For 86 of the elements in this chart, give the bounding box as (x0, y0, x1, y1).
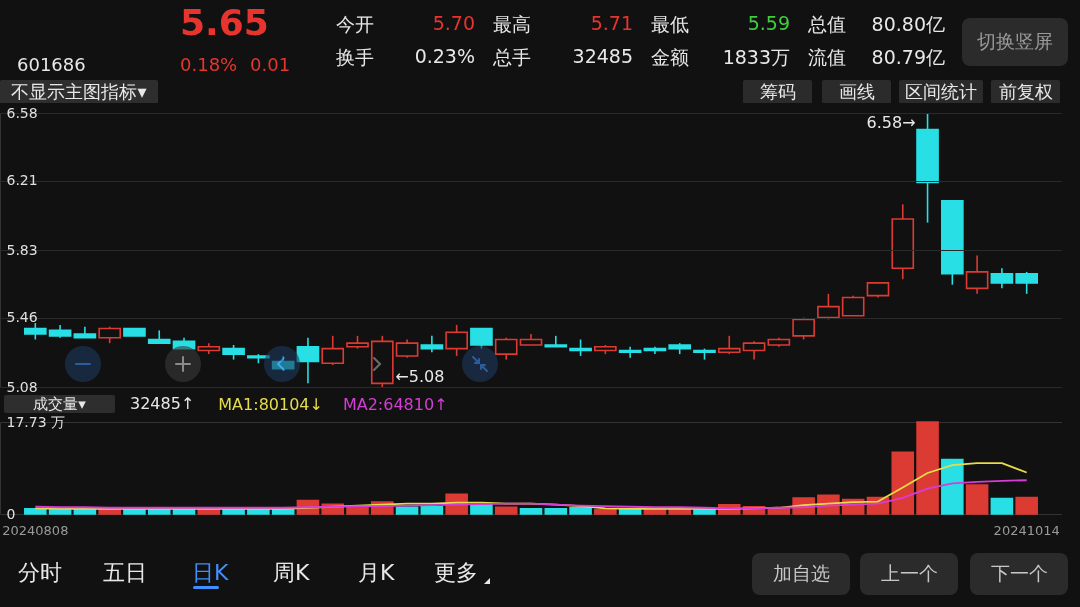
text: 最高 (493, 12, 531, 37)
text: MA1:80104↓ (218, 394, 323, 414)
bar (24, 508, 47, 515)
text: 不显示主图指标▾ (0, 80, 158, 104)
candlestick (841, 294, 865, 317)
text: 80.79亿 (871, 45, 945, 70)
text: 上一个 (860, 553, 958, 595)
y-tick-label: 6.21 (6, 172, 38, 189)
text: 日K (192, 559, 229, 587)
text: 32485↑ (130, 394, 195, 413)
y-tick-label: 5.83 (6, 241, 38, 258)
bar (395, 506, 419, 515)
text: MA2:64810↑ (342, 394, 448, 414)
text: 5.65 (180, 2, 269, 43)
text: 成交量▾ (4, 394, 115, 413)
text: 0.18% (180, 54, 238, 75)
candlestick (1015, 271, 1039, 295)
text: 更多 (434, 559, 478, 587)
text: 分时 (18, 559, 62, 587)
text: 80.80亿 (871, 12, 945, 37)
bar (693, 509, 716, 515)
text: 5.71 (590, 12, 633, 34)
x-tick-label: 20241014 (993, 522, 1060, 538)
candlestick (494, 336, 518, 361)
text: 换手 (336, 45, 374, 70)
y-tick-label: 5.46 (6, 309, 38, 326)
text: 下一个 (970, 553, 1068, 595)
candlestick (965, 254, 989, 295)
candlestick (147, 329, 171, 344)
candlestick (470, 327, 493, 350)
bar (544, 508, 568, 515)
bar (891, 451, 915, 515)
text: 筹码 (743, 80, 812, 104)
bar (271, 509, 295, 515)
text: 32485 (572, 45, 633, 67)
text: 月K (358, 559, 395, 587)
bar (941, 458, 964, 515)
annotation: 6.58→ (866, 113, 916, 132)
bar (420, 505, 444, 515)
text: 5.70 (432, 12, 475, 34)
bar (569, 507, 592, 515)
bar (494, 506, 518, 515)
x-tick-label: 20240808 (2, 522, 69, 538)
text: 1833万 (722, 45, 790, 70)
candlestick (296, 336, 320, 385)
text: 最低 (651, 12, 689, 37)
candlestick (395, 338, 419, 359)
bar (668, 509, 691, 515)
text: 总手 (493, 45, 531, 70)
y-tick-label: 5.08 (6, 378, 38, 395)
candlestick (990, 267, 1014, 290)
text: 区间统计 (899, 80, 983, 104)
bar (990, 497, 1014, 515)
text: 周K (273, 559, 310, 587)
bar (916, 421, 939, 515)
text: 0.01 (250, 54, 291, 75)
text: 切换竖屏 (962, 18, 1068, 66)
candlestick (717, 335, 741, 355)
text: 0.23% (414, 45, 475, 67)
text: 画线 (822, 80, 891, 104)
y-tick-label: 0 (6, 505, 16, 522)
text: 流值 (808, 45, 846, 70)
y-tick-label: 17.73 万 (6, 413, 66, 430)
bar (594, 509, 617, 515)
text: 金额 (651, 45, 689, 70)
bar (222, 509, 245, 515)
text: 加自选 (752, 553, 850, 595)
text: 总值 (808, 12, 846, 37)
bar (519, 508, 543, 515)
line-series (34, 479, 1028, 510)
annotation: ←5.08 (395, 367, 445, 386)
text: 今开 (336, 12, 374, 37)
text: 5.59 (747, 12, 790, 34)
bar (247, 509, 270, 515)
y-tick-label: 6.58 (6, 104, 38, 121)
bar (1015, 496, 1038, 515)
candlestick (445, 324, 468, 357)
text: 五日 (103, 559, 147, 587)
text: 前复权 (991, 80, 1060, 104)
candlestick (321, 335, 345, 366)
candlestick (817, 293, 840, 321)
text: 601686 (17, 54, 86, 75)
candlestick (742, 340, 766, 361)
bar (346, 505, 369, 515)
bar (965, 484, 989, 515)
bar (470, 503, 493, 515)
